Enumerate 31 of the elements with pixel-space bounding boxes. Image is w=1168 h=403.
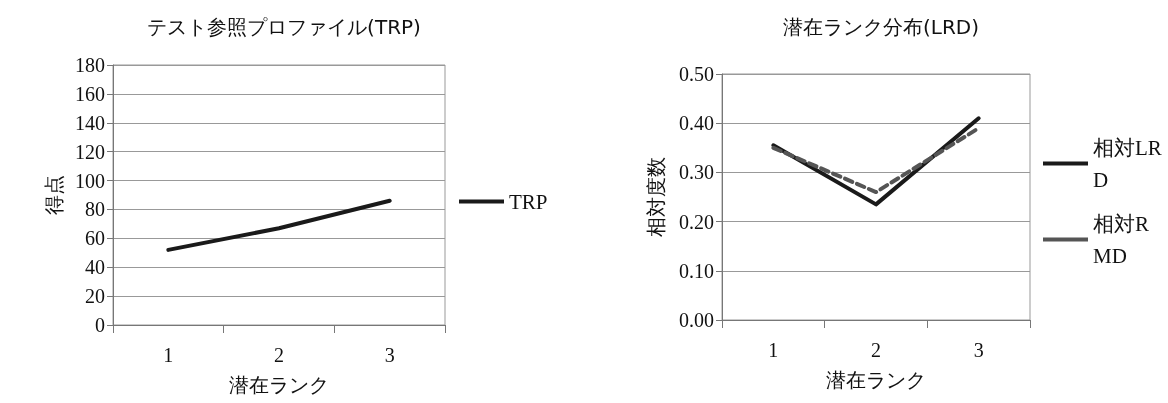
x-tick-label: 3 bbox=[384, 344, 395, 366]
y-tick-label: 160 bbox=[75, 82, 105, 105]
y-tick-label: 0.20 bbox=[679, 210, 714, 233]
x-tick-label: 3 bbox=[973, 339, 984, 361]
y-tick-label: 0 bbox=[95, 314, 105, 336]
x-axis-title: 潜在ランク bbox=[229, 373, 329, 397]
y-tick-label: 180 bbox=[75, 54, 105, 76]
y-tick-label: 120 bbox=[75, 140, 105, 163]
y-tick-label: 0.40 bbox=[679, 112, 714, 135]
x-tick-label: 2 bbox=[274, 344, 284, 366]
chart-title: 潜在ランク分布(LRD) bbox=[782, 15, 980, 39]
y-tick-label: 0.50 bbox=[679, 63, 714, 85]
y-tick-label: 40 bbox=[85, 256, 105, 279]
x-tick-label: 2 bbox=[871, 339, 881, 361]
y-tick-label: 60 bbox=[85, 227, 105, 250]
y-tick-label: 140 bbox=[75, 111, 105, 134]
y-axis-title: 得点 bbox=[42, 175, 67, 215]
legend-label: 相対LRD bbox=[1093, 135, 1162, 192]
y-tick-label: 80 bbox=[85, 198, 105, 221]
y-tick-label: 0.00 bbox=[679, 309, 714, 331]
legend-label: TRP bbox=[509, 189, 548, 214]
x-tick-label: 1 bbox=[768, 339, 779, 361]
y-tick-label: 0.10 bbox=[679, 259, 714, 282]
y-tick-label: 100 bbox=[75, 169, 105, 192]
y-axis-title: 相対度数 bbox=[644, 157, 668, 237]
y-tick-label: 0.30 bbox=[679, 161, 714, 184]
chart-title: テスト参照プロファイル(TRP) bbox=[147, 15, 421, 39]
legend-label: 相対RMD bbox=[1093, 211, 1150, 268]
y-tick-label: 20 bbox=[85, 285, 105, 308]
x-tick-label: 1 bbox=[163, 344, 174, 366]
x-axis-title: 潜在ランク bbox=[826, 368, 926, 392]
